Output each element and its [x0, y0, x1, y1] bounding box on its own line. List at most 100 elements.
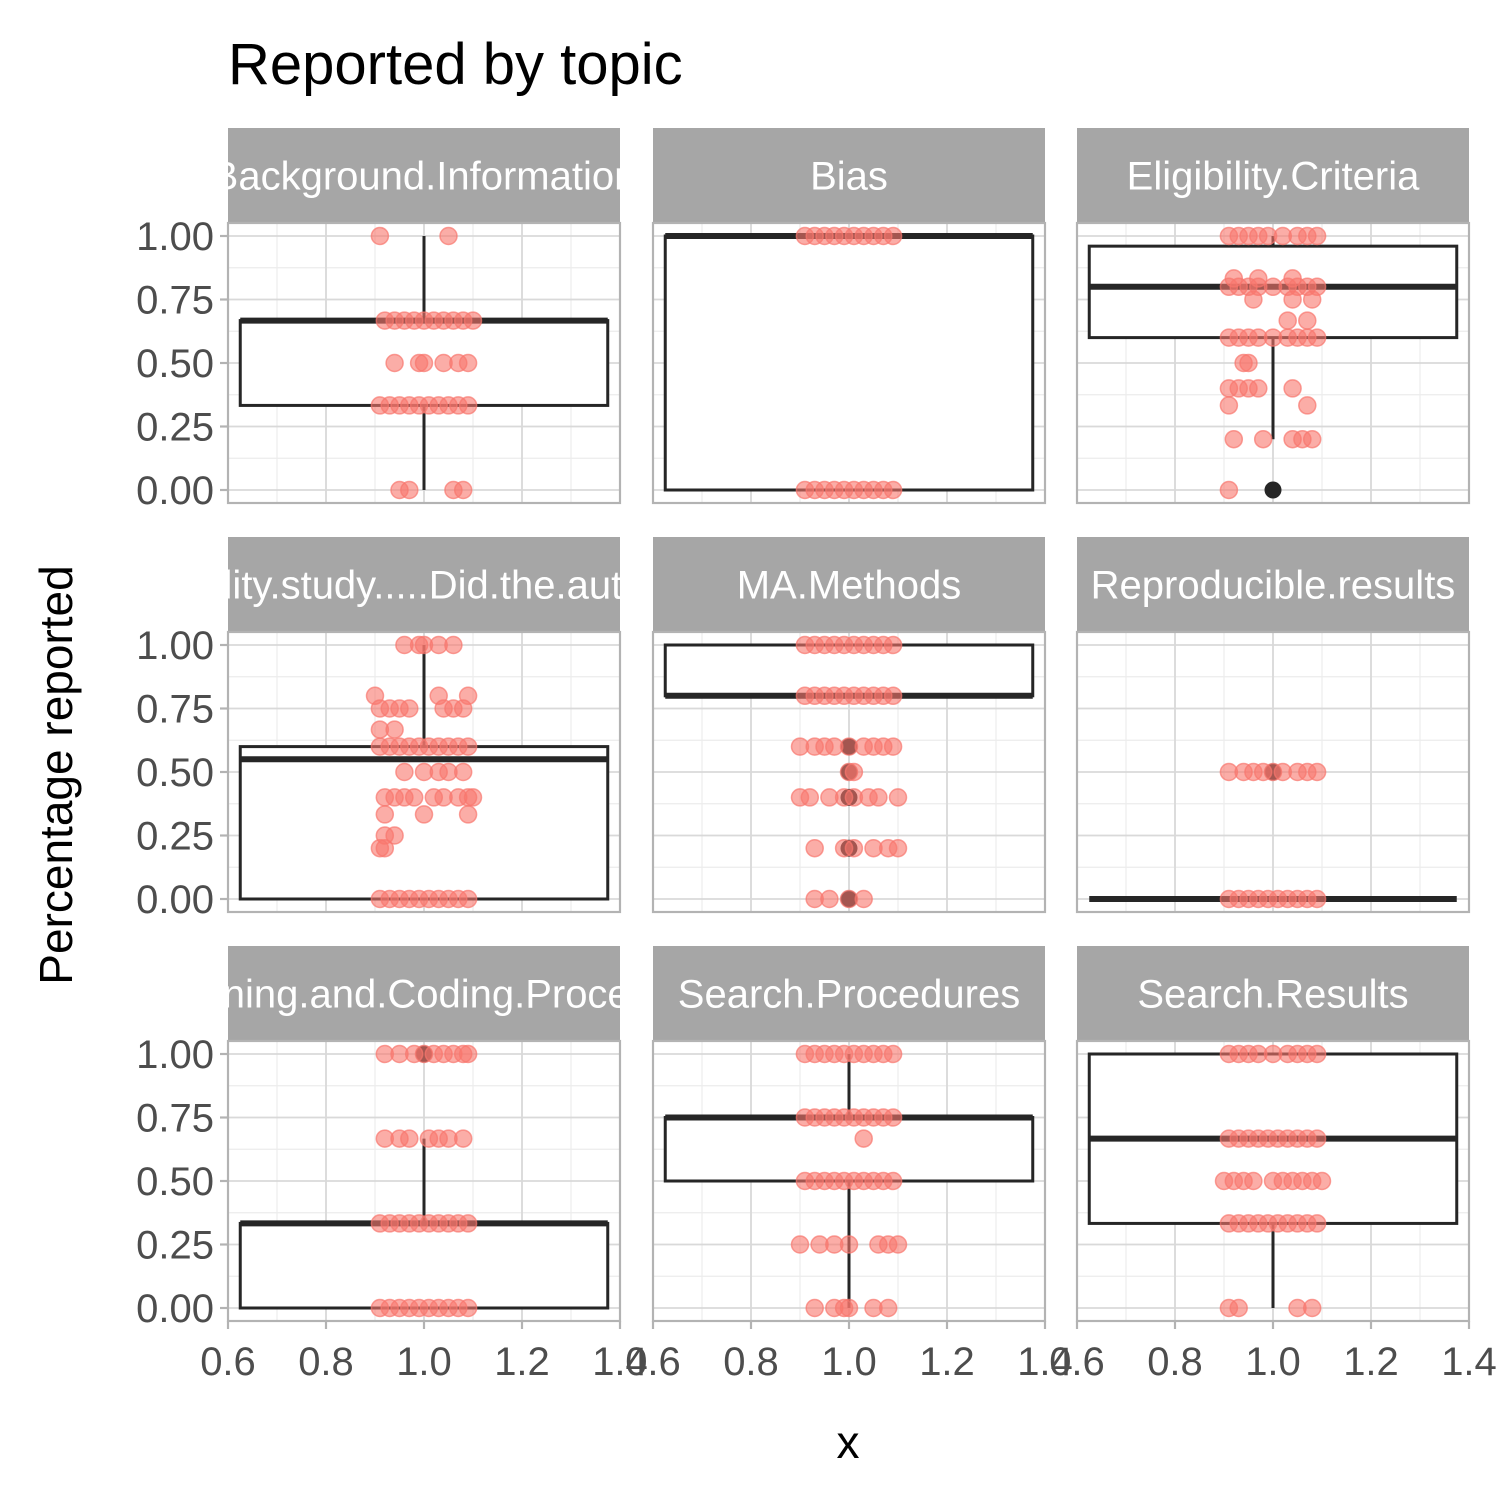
data-point: [1307, 1129, 1327, 1148]
x-tick-label: 1.2: [919, 1340, 975, 1384]
data-point: [404, 788, 424, 807]
facet-strip: [1077, 537, 1469, 632]
data-point: [1302, 1298, 1322, 1318]
y-tick-label: 1.00: [136, 215, 214, 259]
data-point: [453, 762, 473, 782]
data-point: [854, 889, 873, 909]
data-point: [400, 699, 419, 718]
facet-strip-label: Reproducible.results: [1091, 564, 1456, 608]
jitter-points: [1214, 1044, 1332, 1318]
data-point: [395, 635, 414, 655]
y-tick-label: 0.25: [136, 1224, 214, 1268]
data-point: [1307, 328, 1327, 347]
facet-strip: [228, 128, 620, 223]
data-point: [400, 1129, 419, 1148]
data-point: [854, 1129, 873, 1148]
data-point: [400, 480, 419, 500]
data-point: [883, 737, 903, 756]
data-point: [1283, 379, 1302, 398]
data-point: [1307, 1214, 1327, 1233]
y-tick-label: 0.75: [136, 1097, 214, 1141]
jitter-points: [1219, 762, 1327, 909]
data-point: [414, 353, 434, 373]
facet-strip-label: Background.Information: [212, 155, 637, 199]
y-tick-label: 0.50: [136, 1160, 214, 1204]
y-axis-title: Percentage reported: [30, 565, 82, 984]
jitter-points: [365, 635, 483, 909]
x-tick-label: 1.2: [494, 1340, 550, 1384]
y-tick-label: 0.75: [136, 279, 214, 323]
data-point: [883, 480, 903, 500]
chart-title: Reported by topic: [228, 32, 683, 97]
data-point: [883, 1108, 903, 1127]
data-point: [1307, 226, 1327, 246]
data-point: [370, 226, 390, 246]
data-point: [883, 226, 903, 246]
data-point: [453, 1129, 473, 1148]
boxplot: [238, 1045, 610, 1310]
outlier-point: [1264, 481, 1282, 499]
jitter-points: [1219, 226, 1327, 500]
jitter-points: [790, 635, 908, 909]
x-axis-title: x: [837, 1416, 860, 1468]
x-tick-label: 0.8: [1147, 1340, 1203, 1384]
data-point: [453, 480, 473, 500]
data-point: [444, 635, 463, 655]
boxplot: [663, 233, 1035, 492]
y-tick-label: 0.50: [136, 342, 214, 386]
facet-ma-methods: MA.Methods: [651, 537, 1047, 914]
facet-strip-label: Search.Procedures: [678, 973, 1020, 1017]
data-point: [888, 838, 908, 858]
jitter-points: [790, 1044, 908, 1318]
data-point: [1298, 396, 1317, 415]
x-tick-label: 1.4: [1441, 1340, 1497, 1384]
x-tick-label: 1.4: [1017, 1340, 1073, 1384]
y-tick-label: 0.50: [136, 751, 214, 795]
data-point: [375, 805, 395, 824]
data-point: [1312, 1171, 1332, 1191]
facet-strip: [228, 537, 620, 632]
data-point: [1302, 429, 1322, 449]
data-point: [458, 1298, 478, 1318]
data-point: [1298, 311, 1317, 330]
y-tick-label: 0.75: [136, 688, 214, 732]
facet-panel-border: [651, 221, 1047, 505]
x-tick-label: 0.8: [723, 1340, 779, 1384]
box-iqr: [663, 234, 1035, 492]
x-tick-label: 1.2: [1343, 1340, 1399, 1384]
data-point: [1244, 290, 1263, 309]
data-point: [820, 889, 839, 909]
data-point: [888, 1235, 908, 1254]
data-point: [458, 889, 478, 909]
y-tick-label: 0.25: [136, 406, 214, 450]
data-point: [1224, 429, 1244, 449]
facet-strip-label: MA.Methods: [737, 564, 962, 608]
facet-strip: [1077, 946, 1469, 1041]
data-point: [888, 788, 908, 807]
jitter-points: [370, 1044, 478, 1318]
data-point: [1219, 396, 1239, 415]
box-iqr: [663, 1116, 1035, 1183]
data-point: [869, 788, 888, 807]
data-point: [790, 1235, 810, 1254]
data-point: [839, 1235, 859, 1254]
jitter-points: [370, 226, 483, 500]
x-tick-label: 0.6: [1049, 1340, 1105, 1384]
jitter-points: [795, 226, 903, 500]
y-tick-label: 0.00: [136, 469, 214, 513]
data-point: [463, 311, 483, 330]
data-point: [375, 838, 395, 858]
y-tick-label: 1.00: [136, 1033, 214, 1077]
data-point: [878, 1298, 898, 1318]
data-point: [1239, 353, 1258, 373]
box-iqr: [238, 1221, 610, 1310]
data-point: [1307, 1044, 1327, 1064]
data-point: [1283, 290, 1302, 309]
data-point: [453, 699, 473, 718]
data-point: [1302, 290, 1322, 309]
data-point: [1249, 379, 1268, 398]
data-point: [1278, 311, 1297, 330]
data-point: [1229, 1298, 1248, 1318]
data-point: [1244, 1171, 1263, 1191]
